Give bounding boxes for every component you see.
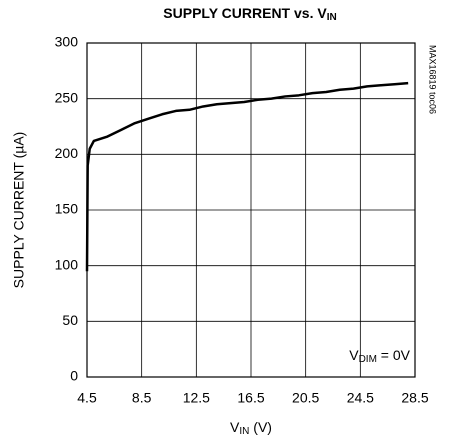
x-tick-label: 4.5 [77, 390, 97, 406]
x-tick-label: 20.5 [292, 390, 319, 406]
y-axis-label: SUPPLY CURRENT (µA) [11, 132, 27, 289]
y-tick-label: 100 [55, 256, 79, 272]
title-subscript: IN [327, 12, 337, 23]
chart-title: SUPPLY CURRENT vs. VIN [163, 5, 336, 23]
y-tick-label: 0 [70, 368, 78, 384]
annotation-main: V [349, 347, 359, 363]
annotation-subscript: DIM [359, 354, 377, 365]
y-tick-label: 300 [55, 34, 79, 50]
x-label-subscript: IN [239, 426, 249, 437]
x-tick-label: 28.5 [401, 390, 428, 406]
y-tick-label: 50 [62, 312, 78, 328]
x-tick-label: 12.5 [183, 390, 210, 406]
title-main: SUPPLY CURRENT vs. V [163, 5, 327, 21]
x-label-main: V [230, 419, 240, 435]
x-tick-label: 8.5 [132, 390, 152, 406]
annotation: VDIM = 0V [349, 347, 410, 365]
y-tick-label: 200 [55, 145, 79, 161]
data-line [85, 81, 409, 272]
x-tick-label: 16.5 [237, 390, 264, 406]
x-axis-label: VIN (V) [230, 419, 272, 437]
side-note: MAX16819 toc06 [428, 45, 438, 114]
y-tick-label: 150 [55, 201, 79, 217]
y-tick-label: 250 [55, 89, 79, 105]
x-label-unit: (V) [249, 419, 272, 435]
x-tick-label: 24.5 [347, 390, 374, 406]
annotation-value: = 0V [377, 347, 411, 363]
